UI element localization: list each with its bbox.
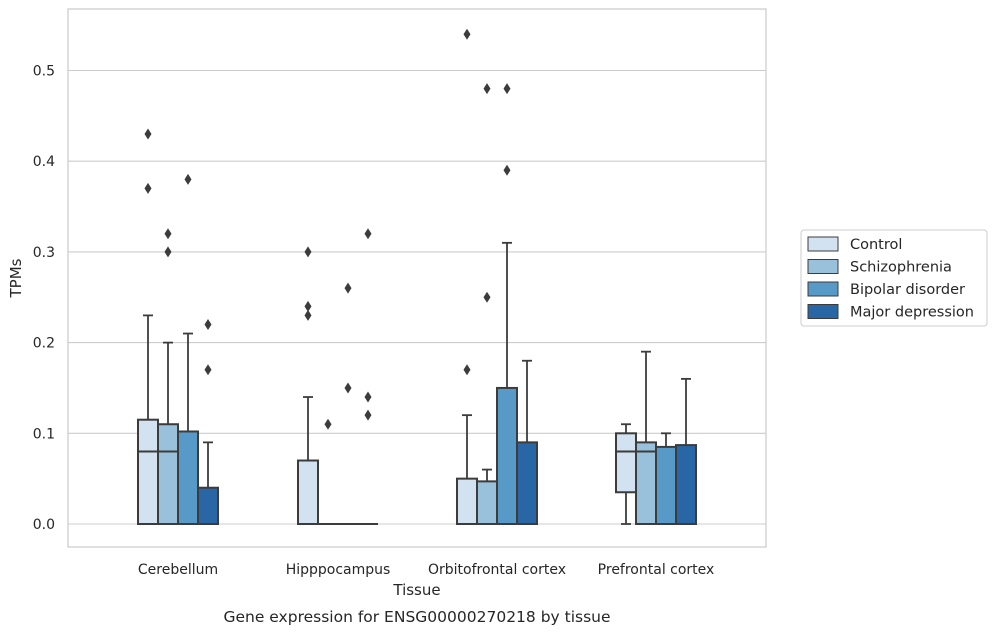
y-tick-label: 0.3 (33, 245, 55, 261)
box-3-3 (675, 377, 697, 525)
box-1-1 (318, 418, 338, 525)
outlier-point (364, 391, 372, 403)
x-tick-label: Hipppocampus (286, 562, 391, 578)
box-0-1 (297, 246, 319, 526)
outlier-point (144, 128, 152, 140)
box-body (297, 459, 319, 526)
box-1-0 (157, 228, 179, 526)
x-tick-label: Cerebellum (138, 562, 218, 578)
box-body (675, 444, 697, 525)
y-tick-label: 0.2 (33, 336, 55, 352)
box-series (137, 28, 697, 526)
y-tick-label: 0.4 (33, 154, 55, 170)
box-2-2 (496, 83, 518, 526)
box-body (655, 445, 677, 525)
outlier-point (463, 364, 471, 376)
box-3-1 (358, 228, 378, 525)
outlier-point (344, 282, 352, 294)
outlier-point (204, 364, 212, 376)
outlier-point (503, 164, 511, 176)
box-body (496, 386, 518, 526)
box-2-1 (338, 282, 358, 525)
legend-label: Schizophrenia (850, 260, 952, 276)
legend-swatch (807, 236, 839, 252)
y-tick-label: 0.5 (33, 64, 55, 80)
outlier-point (364, 228, 372, 240)
plot-frame (67, 8, 767, 548)
legend-label: Bipolar disorder (850, 282, 965, 298)
box-1-3 (635, 350, 657, 525)
legend-swatch (807, 259, 839, 274)
box-body (456, 477, 478, 525)
x-axis-title: Tissue (392, 581, 440, 599)
outlier-point (184, 173, 192, 185)
outlier-point (304, 300, 312, 312)
box-3-0 (197, 318, 219, 525)
x-tick-label: Orbitofrontal cortex (428, 562, 566, 578)
legend-label: Control (850, 237, 902, 253)
outlier-point (304, 309, 312, 321)
x-tick-label: Prefrontal cortex (598, 562, 715, 578)
box-2-0 (177, 173, 199, 525)
legend-swatch (807, 304, 839, 319)
box-0-3 (615, 423, 637, 525)
box-0-0 (137, 128, 159, 526)
box-body (516, 441, 538, 525)
legend-label: Major depression (850, 305, 974, 321)
y-tick-labels: 0.0 0.1 0.2 0.3 0.4 0.5 (33, 64, 55, 534)
outlier-point (483, 291, 491, 303)
chart-caption: Gene expression for ENSG00000270218 by t… (223, 608, 610, 626)
outlier-point (503, 83, 511, 95)
y-tick-label: 0.0 (33, 517, 55, 533)
box-1-2 (476, 83, 498, 526)
box-body (476, 480, 498, 526)
box-2-3 (655, 432, 677, 525)
x-tick-labels: Cerebellum Hipppocampus Orbitofrontal cort… (138, 562, 714, 578)
legend: Control Schizophrenia Bipolar disorder Majo… (800, 229, 988, 327)
outlier-point (144, 182, 152, 194)
outlier-point (324, 418, 332, 430)
y-axis-title: TPMs (7, 258, 25, 298)
box-body (137, 418, 159, 526)
outlier-point (344, 382, 352, 394)
outlier-point (364, 409, 372, 421)
outlier-point (164, 228, 172, 240)
outlier-point (483, 83, 491, 95)
y-tick-label: 0.1 (33, 426, 55, 442)
legend-frame (800, 229, 988, 327)
box-body (615, 432, 637, 494)
box-body (177, 430, 199, 525)
outlier-point (204, 318, 212, 330)
outlier-point (164, 246, 172, 258)
box-body (197, 486, 219, 525)
legend-swatch (807, 281, 839, 297)
box-3-2 (516, 359, 538, 525)
outlier-point (463, 28, 471, 40)
box-body (635, 441, 657, 525)
outlier-point (304, 246, 312, 258)
box-body (157, 423, 179, 526)
